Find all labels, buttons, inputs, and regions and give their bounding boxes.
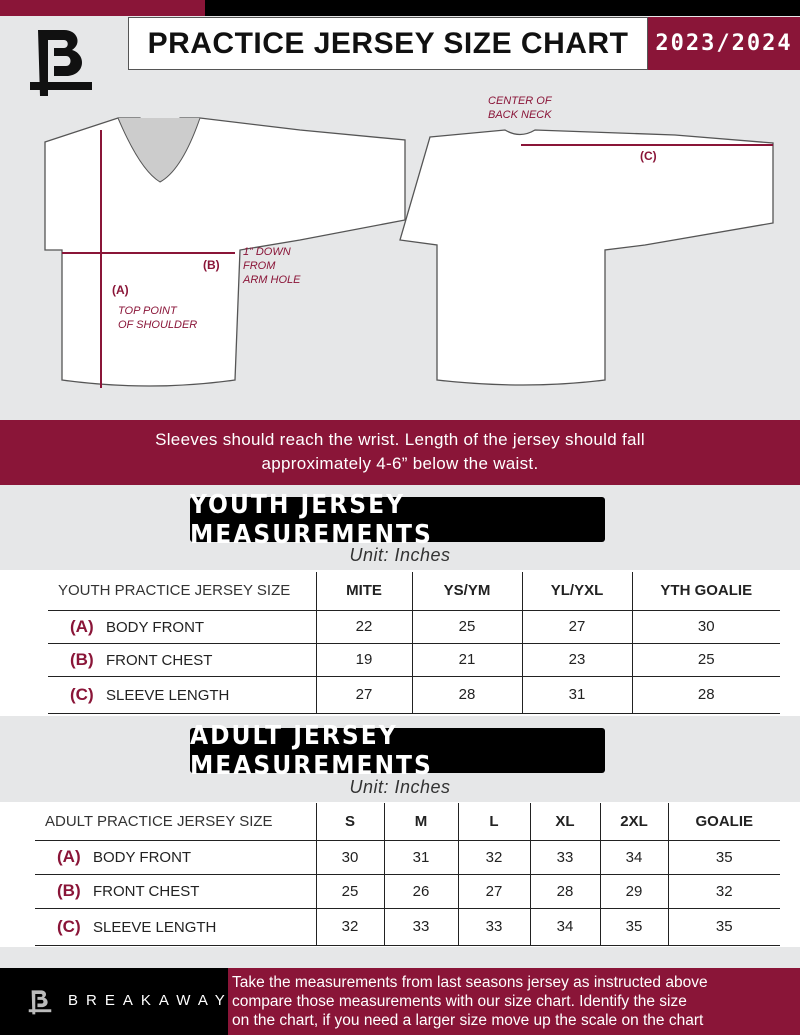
breakaway-logo-small (28, 990, 52, 1015)
brand-name: BREAKAWAY (68, 992, 233, 1009)
table-row: (A) BODY FRONT 22 25 27 30 (48, 610, 780, 644)
label-c: (C) (640, 149, 657, 163)
season-label: 2023/2024 (648, 17, 800, 70)
label-a: (A) (112, 283, 129, 297)
table-row: (B) FRONT CHEST 25 26 27 28 29 32 (35, 874, 780, 909)
adult-unit: Unit: Inches (349, 777, 451, 797)
table-row: (C) SLEEVE LENGTH 32 33 33 34 35 35 (35, 908, 780, 946)
footer-brand: BREAKAWAY (0, 968, 228, 1035)
top-black-bar (205, 0, 800, 16)
instructions-banner: Sleeves should reach the wrist. Length o… (0, 420, 800, 485)
footer-instructions: Take the measurements from last seasons … (228, 968, 800, 1035)
youth-unit: Unit: Inches (349, 545, 451, 565)
adult-section-title: ADULT JERSEY MEASUREMENTS (190, 721, 605, 781)
jersey-front-diagram (44, 117, 406, 388)
adult-size-table: ADULT PRACTICE JERSEY SIZE S M L XL 2XL GOALIE… (35, 803, 780, 946)
label-b: (B) (203, 258, 220, 272)
table-header-row: ADULT PRACTICE JERSEY SIZE S M L XL 2XL GOALIE (35, 803, 780, 841)
note-top-point: TOP POINT OF SHOULDER (118, 305, 198, 331)
top-accent-bar (0, 0, 205, 16)
table-row: (C) SLEEVE LENGTH 27 28 31 28 (48, 676, 780, 714)
table-header-row: YOUTH PRACTICE JERSEY SIZE MITE YS/YM YL/YX… (48, 572, 780, 611)
table-row: (A) BODY FRONT 30 31 32 33 34 35 (35, 840, 780, 875)
note-back-neck: CENTER OF BACK NECK (488, 95, 552, 121)
note-arm-hole: 1” DOWN FROM ARM HOLE (243, 246, 301, 286)
youth-section-title: YOUTH JERSEY MEASUREMENTS (190, 490, 605, 550)
page-title: PRACTICE JERSEY SIZE CHART (128, 17, 648, 70)
table-row: (B) FRONT CHEST 19 21 23 25 (48, 643, 780, 677)
jersey-back-diagram (399, 129, 774, 386)
youth-size-table: YOUTH PRACTICE JERSEY SIZE MITE YS/YM YL/YX… (48, 572, 780, 714)
breakaway-logo (30, 30, 92, 96)
